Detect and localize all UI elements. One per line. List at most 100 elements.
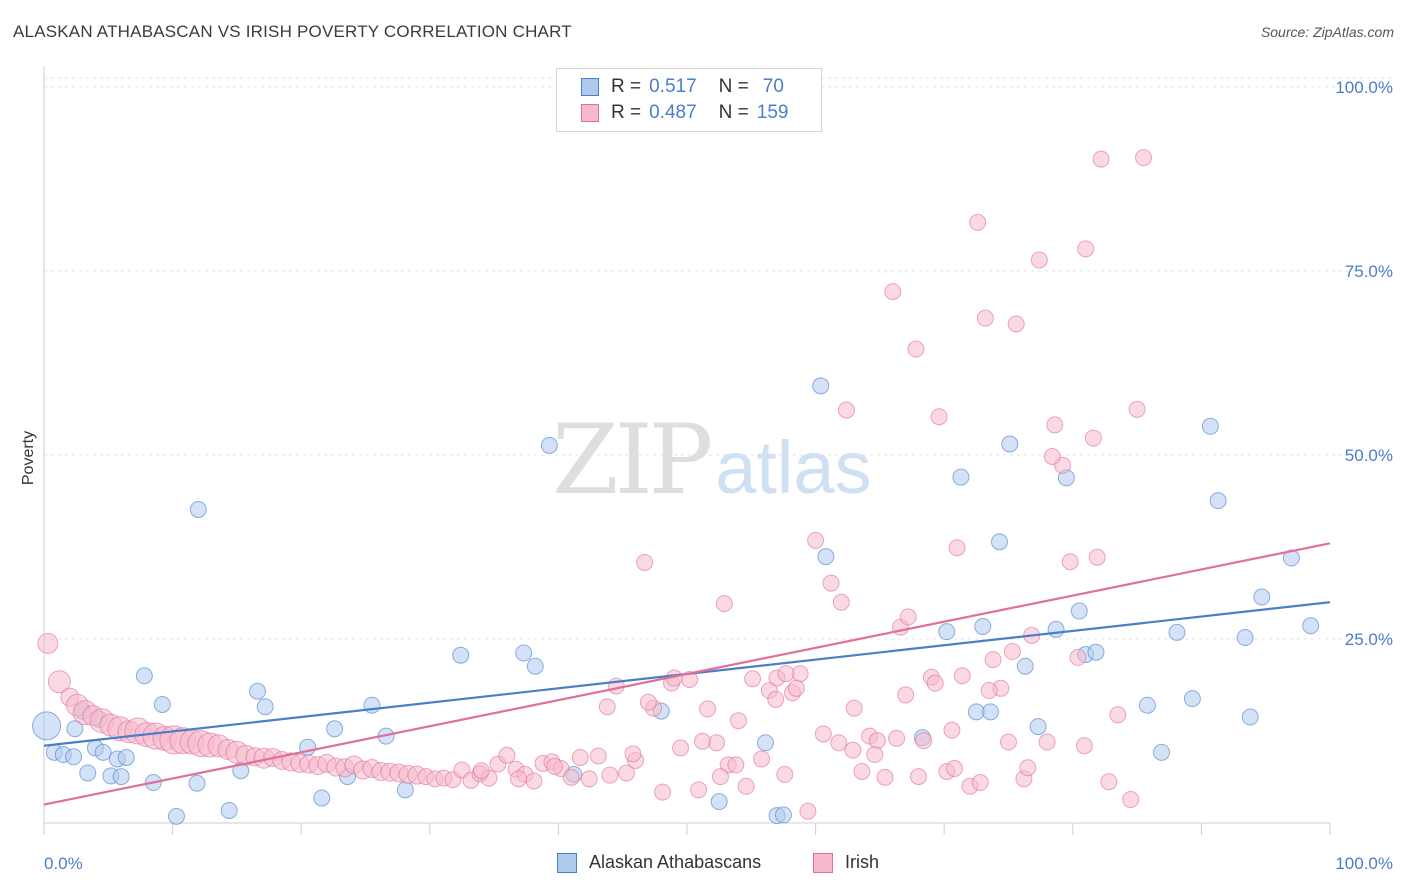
irish-point — [1061, 553, 1079, 571]
athabascan-point — [1253, 588, 1271, 606]
irish-point — [654, 783, 672, 801]
irish-point — [776, 765, 794, 783]
irish-point — [1019, 759, 1037, 777]
irish-point — [1088, 548, 1106, 566]
irish-point — [767, 690, 785, 708]
athabascan-point — [1201, 417, 1219, 435]
irish-point — [690, 781, 708, 799]
athabascan-point — [1016, 657, 1034, 675]
series-legend-athabascan[interactable]: Alaskan Athabascans — [557, 852, 761, 873]
series-legend-irish[interactable]: Irish — [813, 852, 879, 873]
y-tick-label: 100.0% — [1335, 78, 1393, 97]
athabascan-point — [79, 764, 97, 782]
irish-point — [1046, 416, 1064, 434]
irish-point — [832, 593, 850, 611]
x-tick-label: 100.0% — [1335, 854, 1393, 873]
irish-point — [830, 734, 848, 752]
athabascan-point — [817, 548, 835, 566]
x-tick-label: 0.0% — [44, 854, 83, 873]
athabascan-point — [66, 720, 84, 738]
athabascan-point — [188, 774, 206, 792]
irish-point — [845, 699, 863, 717]
athabascan-point — [1183, 690, 1201, 708]
irish-point — [571, 748, 589, 766]
series-swatch-athabascan — [557, 852, 577, 873]
athabascan-point — [167, 807, 185, 825]
irish-point — [1092, 150, 1110, 168]
irish-point — [822, 574, 840, 592]
athabascan-point — [540, 436, 558, 454]
irish-point — [699, 700, 717, 718]
athabascan-point — [112, 768, 130, 786]
irish-point — [1038, 733, 1056, 751]
chart-title: ALASKAN ATHABASCAN VS IRISH POVERTY CORR… — [13, 22, 572, 41]
irish-point — [1122, 790, 1140, 808]
irish-point — [884, 283, 902, 301]
irish-point — [1043, 447, 1061, 465]
athabascan-point — [65, 748, 83, 766]
irish-point — [791, 665, 809, 683]
irish-point — [799, 802, 817, 820]
irish-point — [1128, 400, 1146, 418]
athabascan-point — [526, 657, 544, 675]
irish-point — [1135, 149, 1153, 167]
legend-r-label: R = — [611, 102, 642, 123]
legend-row-athabascan: R = 0.517 N = 70 — [581, 75, 784, 99]
irish-point — [715, 595, 733, 613]
athabascan-point — [1241, 708, 1259, 726]
athabascan-point — [256, 698, 274, 716]
athabascan-point — [32, 711, 62, 741]
axes — [43, 66, 1331, 835]
irish-point — [866, 746, 884, 764]
irish-point — [953, 667, 971, 685]
irish-point — [1109, 706, 1127, 724]
irish-point — [1000, 733, 1017, 751]
athabascan-point — [396, 781, 414, 799]
athabascan-point — [756, 734, 774, 752]
irish-point — [777, 665, 795, 683]
irish-point — [888, 729, 906, 747]
athabascan-point — [1029, 718, 1047, 736]
irish-point — [562, 768, 580, 786]
athabascan-point — [1236, 629, 1254, 647]
irish-point — [737, 777, 755, 795]
irish-point — [945, 760, 963, 778]
athabascan-point — [1001, 435, 1019, 453]
irish-point — [971, 774, 989, 792]
irish-point — [598, 698, 616, 716]
irish-point — [729, 712, 747, 730]
correlation-legend: R = 0.517 N = 70 R = 0.487 N = 159 — [556, 68, 822, 132]
irish-point — [930, 408, 948, 426]
tick-labels: 25.0% 50.0% 75.0% 100.0% 0.0% 100.0% — [44, 78, 1393, 873]
irish-point — [37, 632, 59, 654]
legend-swatch-irish — [581, 104, 599, 122]
athabascan-point — [452, 646, 470, 664]
athabascan-point — [710, 793, 728, 811]
irish-point — [868, 732, 886, 750]
irish-point — [907, 340, 925, 358]
athabascan-point — [189, 500, 207, 518]
irish-point — [744, 670, 762, 688]
irish-point — [1007, 315, 1025, 333]
irish-point — [624, 745, 642, 763]
legend-r-value: 0.517 — [649, 76, 697, 97]
irish-point — [1084, 429, 1102, 447]
chart-source: Source: ZipAtlas.com — [1260, 24, 1394, 40]
irish-point — [1069, 648, 1087, 666]
irish-point — [601, 766, 619, 784]
irish-point — [969, 213, 987, 231]
athabascan-point — [220, 801, 238, 819]
athabascan-point — [515, 644, 533, 662]
series-name-irish: Irish — [845, 852, 880, 872]
athabascan-point — [774, 806, 792, 824]
legend-r-value: 0.487 — [649, 102, 697, 123]
legend-n-value: 70 — [762, 76, 784, 97]
irish-point — [1003, 643, 1021, 661]
irish-point — [711, 768, 729, 786]
irish-point — [876, 768, 894, 786]
irish-point — [693, 732, 711, 750]
irish-point — [727, 756, 745, 774]
athabascan-point — [990, 533, 1008, 551]
irish-point — [639, 693, 657, 711]
athabascan-point — [326, 720, 344, 738]
